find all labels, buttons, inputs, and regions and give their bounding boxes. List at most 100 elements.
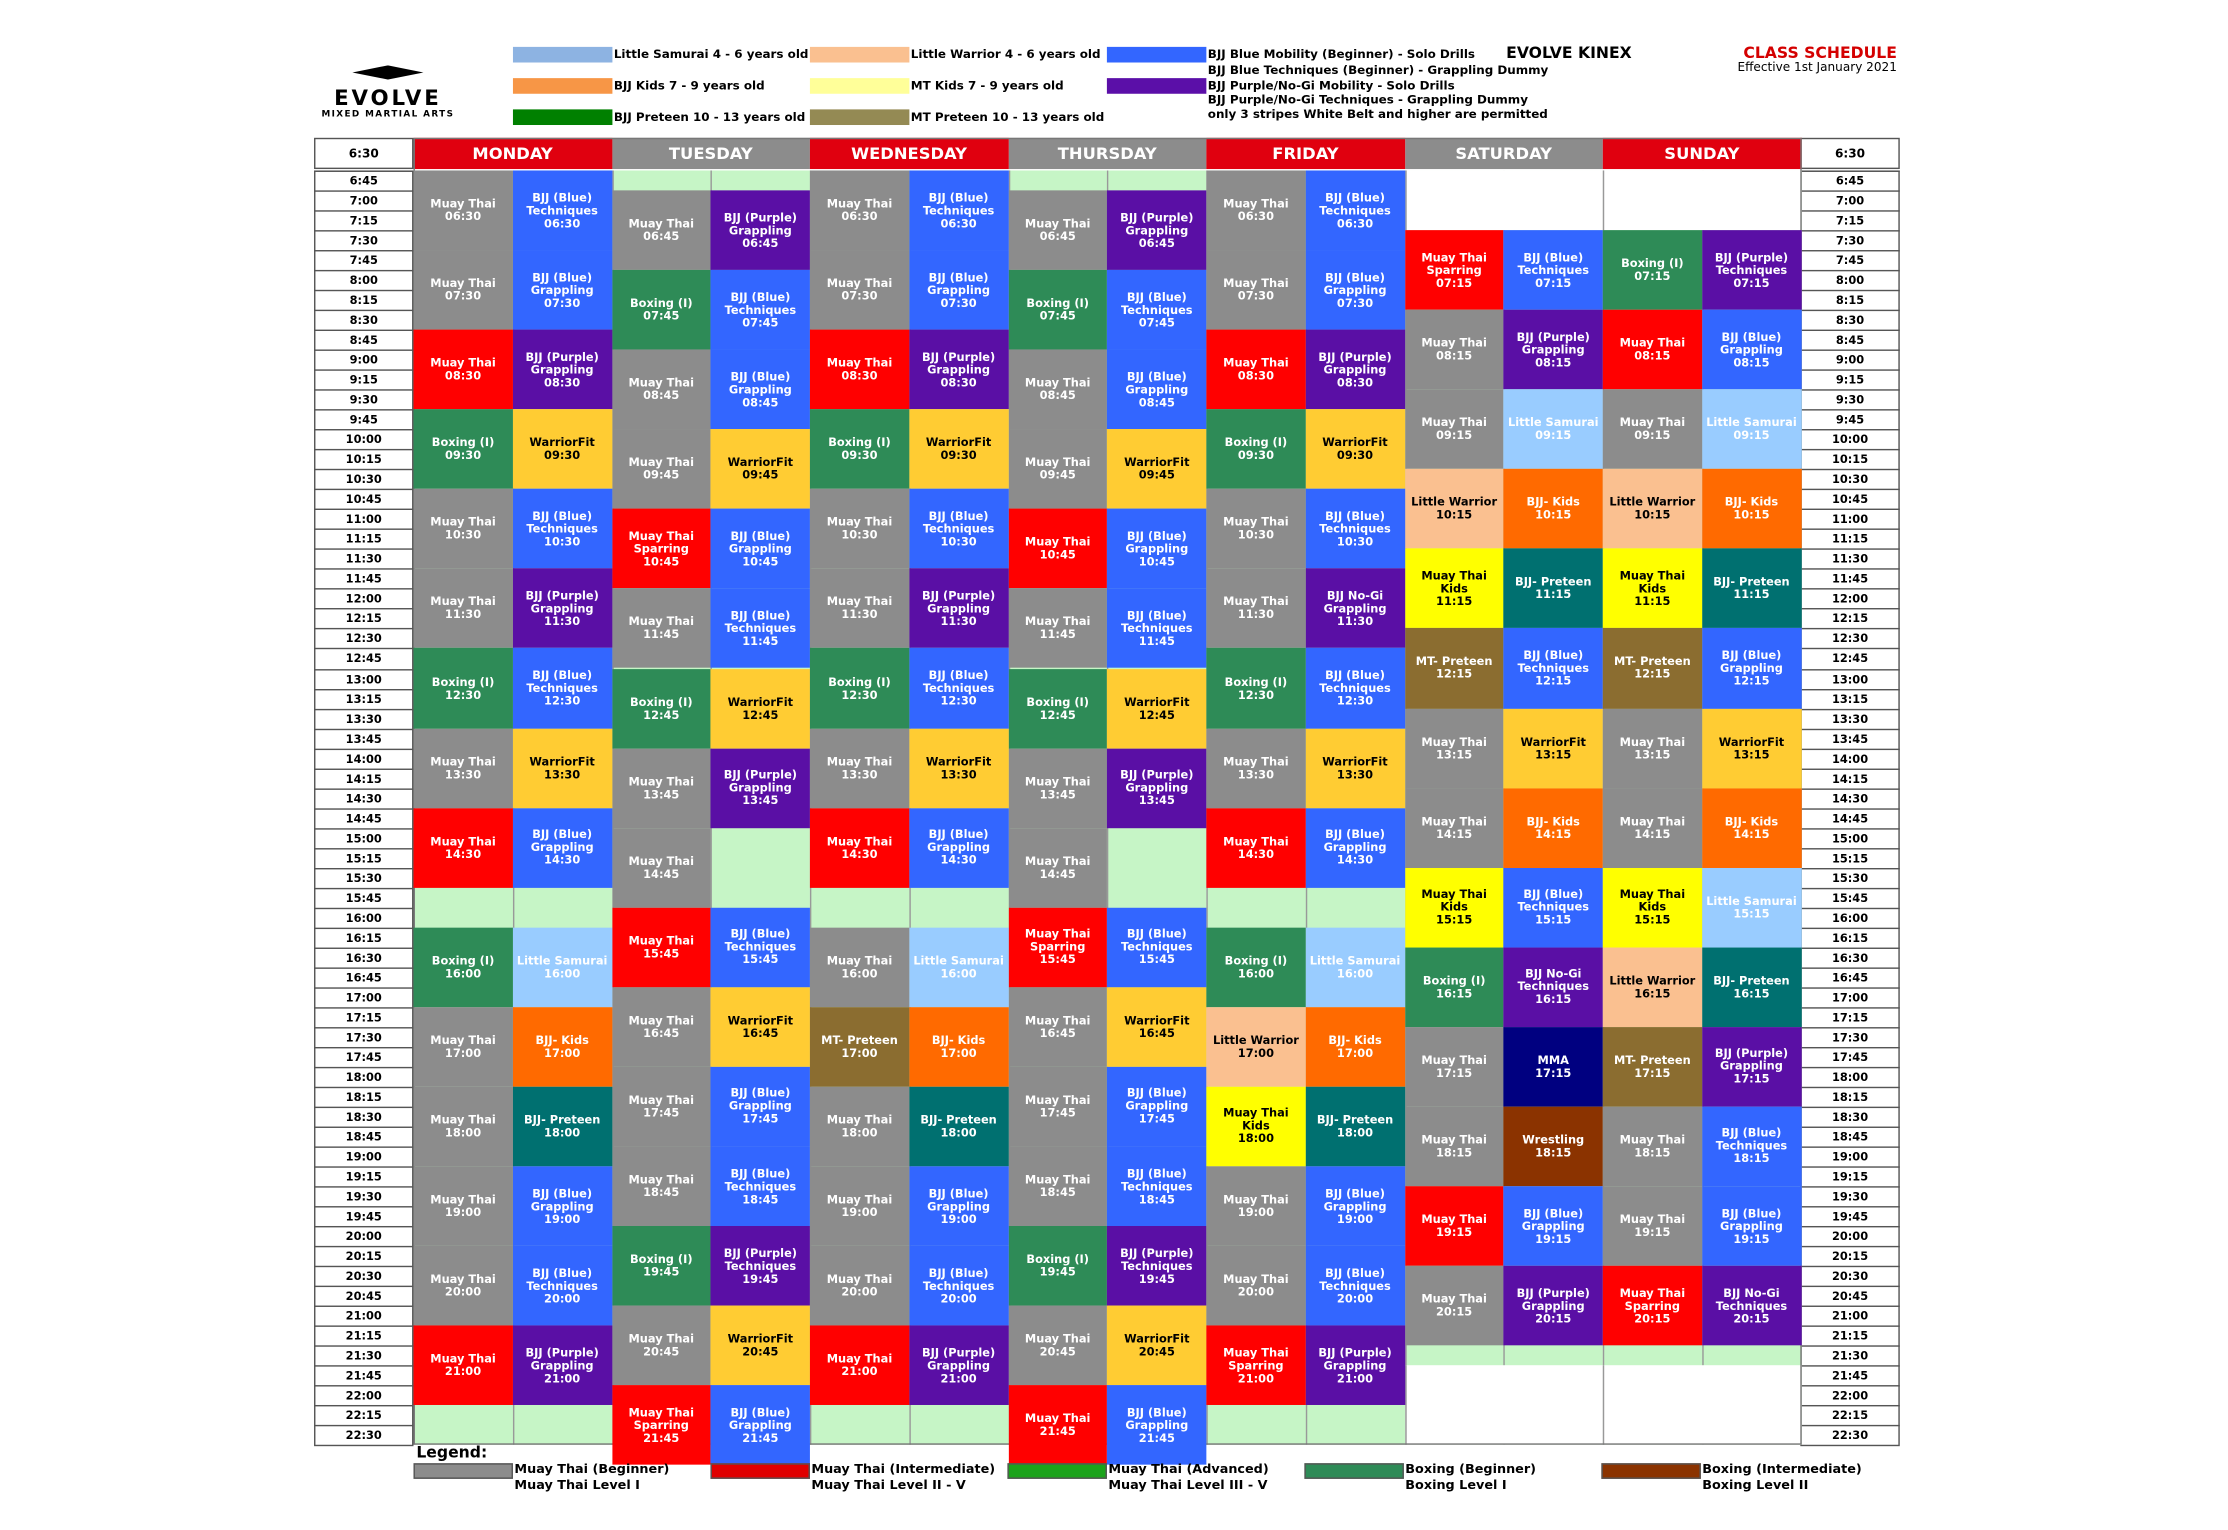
class-block[interactable]: BJJ (Purple) Grappling 21:00 xyxy=(1305,1325,1405,1406)
class-block[interactable]: Boxing (I) 19:45 xyxy=(1008,1226,1108,1306)
class-block[interactable]: BJJ (Blue) Techniques 12:15 xyxy=(1503,628,1603,709)
class-block[interactable]: BJJ (Blue) Techniques 18:45 xyxy=(710,1146,810,1227)
class-block[interactable]: BJJ (Blue) Techniques 12:30 xyxy=(909,648,1009,729)
class-block[interactable]: Boxing (I) 19:45 xyxy=(611,1226,711,1306)
class-block[interactable]: Muay Thai 15:45 xyxy=(611,907,711,988)
class-block[interactable]: Little Warrior 17:00 xyxy=(1206,1006,1306,1087)
class-block[interactable]: WarriorFit 12:45 xyxy=(710,668,810,749)
class-block[interactable]: BJJ No-Gi Grappling 11:30 xyxy=(1305,568,1405,649)
class-block[interactable]: BJJ (Blue) Techniques 10:30 xyxy=(909,489,1009,569)
class-block[interactable]: BJJ- Kids 10:15 xyxy=(1503,469,1603,549)
class-block[interactable]: BJJ (Purple) Grappling 20:15 xyxy=(1503,1265,1603,1346)
class-block[interactable]: BJJ (Purple) Grappling 06:45 xyxy=(710,190,810,271)
class-block[interactable]: BJJ (Blue) Grappling 08:45 xyxy=(710,349,810,430)
class-block[interactable]: BJJ (Purple) Grappling 21:00 xyxy=(512,1325,612,1406)
class-block[interactable]: BJJ (Blue) Techniques 06:30 xyxy=(1305,170,1405,251)
class-block[interactable]: Muay Thai 11:30 xyxy=(809,568,910,649)
class-block[interactable]: Boxing (I) 07:45 xyxy=(1008,270,1108,350)
class-block[interactable]: Muay Thai 19:15 xyxy=(1404,1186,1504,1266)
class-block[interactable]: BJJ (Blue) Techniques 10:30 xyxy=(512,489,612,569)
class-block[interactable]: Muay Thai 14:15 xyxy=(1602,787,1702,868)
class-block[interactable]: BJJ (Blue) Grappling 19:15 xyxy=(1503,1186,1603,1266)
class-block[interactable]: BJJ- Preteen 11:15 xyxy=(1503,548,1603,629)
class-block[interactable]: MT- Preteen 17:00 xyxy=(809,1006,910,1087)
class-block[interactable]: Muay Thai 20:00 xyxy=(809,1245,910,1326)
class-block[interactable]: Muay Thai Kids 11:15 xyxy=(1404,548,1504,629)
class-block[interactable]: Muay Thai 19:15 xyxy=(1602,1186,1702,1266)
class-block[interactable]: WarriorFit 09:45 xyxy=(1107,429,1207,510)
class-block[interactable]: Muay Thai 06:45 xyxy=(1008,190,1108,271)
class-block[interactable]: Boxing (I) 09:30 xyxy=(809,409,910,490)
class-block[interactable]: Muay Thai 19:00 xyxy=(809,1166,910,1246)
class-block[interactable]: Muay Thai 17:15 xyxy=(1404,1026,1504,1107)
class-block[interactable]: Muay Thai 13:30 xyxy=(1206,728,1306,808)
class-block[interactable]: WarriorFit 09:30 xyxy=(909,409,1009,490)
class-block[interactable]: Muay Thai 16:45 xyxy=(611,987,711,1067)
class-block[interactable]: Muay Thai 16:00 xyxy=(809,927,910,1007)
class-block[interactable]: WarriorFit 09:30 xyxy=(512,409,612,490)
class-block[interactable]: Muay Thai 16:45 xyxy=(1008,987,1108,1067)
class-block[interactable]: Boxing (I) 12:45 xyxy=(611,668,711,749)
class-block[interactable]: MMA 17:15 xyxy=(1503,1026,1603,1107)
class-block[interactable]: BJJ (Blue) Techniques 18:15 xyxy=(1701,1106,1802,1187)
class-block[interactable]: BJJ (Blue) Techniques 06:30 xyxy=(512,170,612,251)
class-block[interactable]: BJJ- Kids 10:15 xyxy=(1701,469,1802,549)
class-block[interactable]: Muay Thai 08:45 xyxy=(1008,349,1108,430)
class-block[interactable]: Muay Thai 08:30 xyxy=(1206,329,1306,410)
class-block[interactable]: Little Samurai 16:00 xyxy=(909,927,1009,1007)
class-block[interactable]: Muay Thai 21:45 xyxy=(1008,1385,1108,1466)
class-block[interactable]: WarriorFit 16:45 xyxy=(710,987,810,1067)
class-block[interactable]: Muay Thai 10:45 xyxy=(1008,509,1108,589)
class-block[interactable]: BJJ- Preteen 18:00 xyxy=(909,1086,1009,1167)
class-block[interactable]: Muay Thai 13:15 xyxy=(1602,708,1702,788)
class-block[interactable]: BJJ (Blue) Grappling 07:30 xyxy=(512,250,612,330)
class-block[interactable]: Muay Thai 21:00 xyxy=(809,1325,910,1406)
class-block[interactable]: Little Samurai 09:15 xyxy=(1503,389,1603,470)
class-block[interactable]: Muay Thai 11:45 xyxy=(1008,588,1108,669)
class-block[interactable]: BJJ (Blue) Techniques 15:45 xyxy=(1107,907,1207,988)
class-block[interactable]: Little Samurai 15:15 xyxy=(1701,867,1802,948)
class-block[interactable]: Muay Thai Kids 15:15 xyxy=(1404,867,1504,948)
class-block[interactable]: BJJ- Preteen 18:00 xyxy=(1305,1086,1405,1167)
class-block[interactable]: Muay Thai 14:30 xyxy=(1206,807,1306,888)
class-block[interactable]: BJJ (Blue) Grappling 21:45 xyxy=(1107,1385,1207,1466)
class-block[interactable]: BJJ (Blue) Grappling 19:00 xyxy=(1305,1166,1405,1246)
class-block[interactable]: Muay Thai 10:30 xyxy=(1206,489,1306,569)
class-block[interactable]: Muay Thai 08:30 xyxy=(413,329,513,410)
class-block[interactable]: Muay Thai 17:45 xyxy=(1008,1066,1108,1147)
class-block[interactable]: Little Samurai 16:00 xyxy=(512,927,612,1007)
class-block[interactable]: BJJ (Blue) Techniques 07:15 xyxy=(1503,230,1603,310)
class-block[interactable]: BJJ- Kids 17:00 xyxy=(909,1006,1009,1087)
class-block[interactable]: BJJ (Blue) Techniques 20:00 xyxy=(512,1245,612,1326)
class-block[interactable]: BJJ (Blue) Grappling 07:30 xyxy=(909,250,1009,330)
class-block[interactable]: Muay Thai Kids 18:00 xyxy=(1206,1086,1306,1167)
class-block[interactable]: BJJ (Purple) Grappling 11:30 xyxy=(512,568,612,649)
class-block[interactable]: BJJ (Purple) Grappling 13:45 xyxy=(710,748,810,828)
class-block[interactable]: Muay Thai 11:45 xyxy=(611,588,711,669)
class-block[interactable]: Muay Thai 14:15 xyxy=(1404,787,1504,868)
class-block[interactable]: BJJ (Purple) Grappling 08:30 xyxy=(1305,329,1405,410)
class-block[interactable]: MT- Preteen 12:15 xyxy=(1602,628,1702,709)
class-block[interactable]: BJJ (Blue) Grappling 10:45 xyxy=(1107,509,1207,589)
class-block[interactable]: BJJ- Kids 17:00 xyxy=(512,1006,612,1087)
class-block[interactable]: Boxing (I) 12:30 xyxy=(809,648,910,729)
class-block[interactable]: BJJ (Blue) Grappling 19:15 xyxy=(1701,1186,1802,1266)
class-block[interactable]: Muay Thai 09:15 xyxy=(1602,389,1702,470)
class-block[interactable]: WarriorFit 13:15 xyxy=(1701,708,1802,788)
class-block[interactable]: Muay Thai 07:30 xyxy=(413,250,513,330)
class-block[interactable]: BJJ (Blue) Techniques 10:30 xyxy=(1305,489,1405,569)
class-block[interactable]: Muay Thai 14:30 xyxy=(413,807,513,888)
class-block[interactable]: Boxing (I) 16:00 xyxy=(413,927,513,1007)
class-block[interactable]: Little Warrior 10:15 xyxy=(1602,469,1702,549)
class-block[interactable]: BJJ (Blue) Grappling 21:45 xyxy=(710,1385,810,1466)
class-block[interactable]: Muay Thai Sparring 21:00 xyxy=(1206,1325,1306,1406)
class-block[interactable]: Muay Thai 13:30 xyxy=(809,728,910,808)
class-block[interactable]: BJJ (Purple) Grappling 08:30 xyxy=(909,329,1009,410)
class-block[interactable]: Little Samurai 16:00 xyxy=(1305,927,1405,1007)
class-block[interactable]: Muay Thai 08:30 xyxy=(809,329,910,410)
class-block[interactable]: Muay Thai 20:00 xyxy=(1206,1245,1306,1326)
class-block[interactable]: BJJ (Purple) Techniques 19:45 xyxy=(1107,1226,1207,1306)
class-block[interactable]: BJJ (Blue) Techniques 20:00 xyxy=(909,1245,1009,1326)
class-block[interactable]: WarriorFit 13:30 xyxy=(1305,728,1405,808)
class-block[interactable]: Muay Thai 19:00 xyxy=(413,1166,513,1246)
